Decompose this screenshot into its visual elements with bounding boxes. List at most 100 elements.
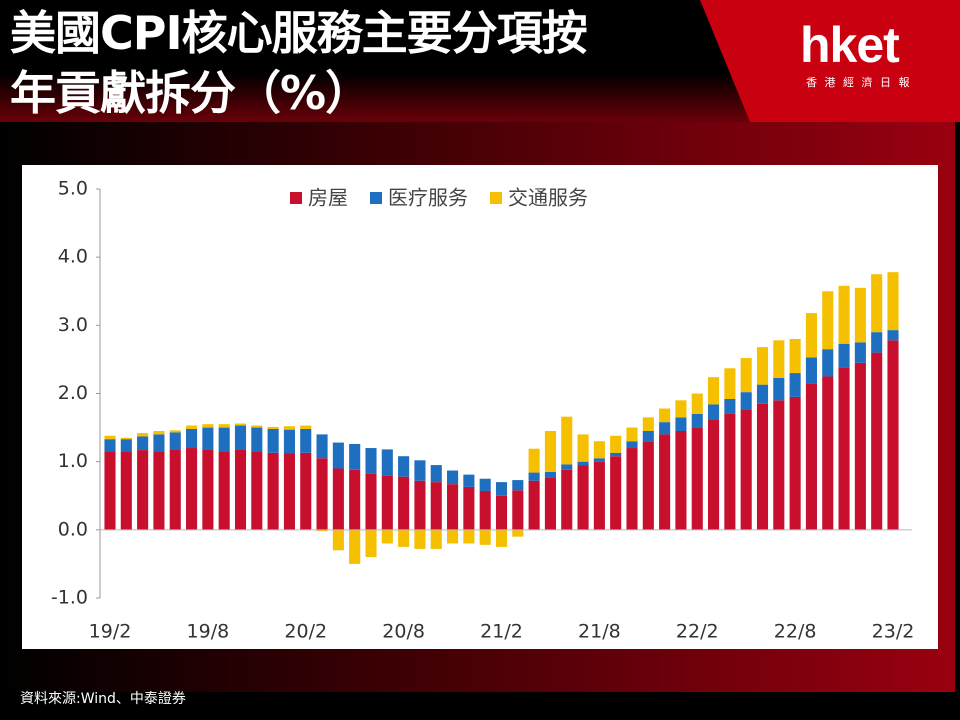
bar-segment [463, 486, 475, 530]
bar-segment [365, 529, 377, 558]
bar-segment [887, 272, 899, 331]
bar-segment [316, 434, 328, 459]
bar-segment [838, 285, 850, 344]
bar-segment [120, 439, 132, 452]
bar-segment [120, 437, 132, 440]
bar-segment [202, 449, 214, 530]
x-tick-label: 22/8 [774, 621, 817, 643]
bar-segment [251, 425, 263, 428]
x-tick-label: 19/8 [187, 621, 230, 643]
y-tick-label: 4.0 [58, 246, 88, 268]
legend-label: 医疗服务 [388, 186, 468, 210]
bar-segment [724, 368, 736, 399]
bar-segment [365, 473, 377, 530]
bar-segment [186, 425, 198, 429]
y-tick-label: 3.0 [58, 314, 88, 336]
bar-segment [626, 441, 638, 449]
bar-segment [740, 358, 752, 393]
bar-segment [169, 432, 181, 450]
bar-segment [626, 448, 638, 530]
bar-segment [544, 477, 556, 530]
bar-segment [561, 416, 573, 465]
bar-segment [365, 448, 377, 474]
bar-segment [479, 490, 491, 530]
bar-segment [251, 427, 263, 452]
bar-segment [202, 427, 214, 450]
bar-segment [659, 408, 671, 423]
x-tick-label: 20/2 [284, 621, 327, 643]
bar-segment [479, 478, 491, 491]
bar-segment [218, 427, 230, 452]
bar-segment [577, 434, 589, 462]
bar-segment [267, 452, 279, 530]
bar-segment [104, 435, 116, 440]
bar-segment [316, 458, 328, 530]
bar-segment [724, 398, 736, 414]
bar-segment [512, 480, 524, 491]
bar-segment [414, 480, 426, 530]
bar-segment [708, 404, 720, 420]
bar-segment [805, 383, 817, 530]
x-tick-label: 22/2 [676, 621, 719, 643]
bar-segment [626, 427, 638, 442]
title-line: 美國CPI核心服務主要分項按 [10, 6, 588, 60]
bar-segment [218, 424, 230, 428]
legend-label: 交通服务 [508, 186, 588, 210]
bar-segment [805, 357, 817, 384]
brand-logo: hket [800, 17, 900, 73]
x-tick-label: 23/2 [872, 621, 915, 643]
bar-segment [544, 471, 556, 478]
x-tick-label: 21/8 [578, 621, 621, 643]
legend-swatch [370, 192, 382, 204]
bar-segment [724, 413, 736, 530]
chart-background [22, 165, 938, 649]
bar-segment [822, 349, 834, 377]
y-tick-label: 5.0 [58, 178, 88, 200]
accent-shape [700, 0, 960, 122]
bar-segment [871, 332, 883, 353]
bar-segment [137, 436, 149, 451]
bar-segment [153, 430, 165, 435]
bar-segment [773, 377, 785, 401]
source: 資料來源:Wind、中泰證券 [20, 691, 186, 707]
title-line: 年貢獻拆分（%） [10, 66, 371, 120]
bar-segment [169, 449, 181, 530]
bar-segment [610, 435, 622, 453]
bar-segment [871, 274, 883, 333]
bar-segment [561, 469, 573, 530]
bar-segment [708, 419, 720, 530]
bar-segment [447, 484, 459, 530]
bar-segment [593, 458, 605, 462]
bar-segment [691, 427, 703, 530]
bar-segment [153, 434, 165, 452]
bar-segment [300, 425, 312, 429]
bar-segment [789, 373, 801, 397]
bar-segment [887, 340, 899, 530]
legend-label: 房屋 [308, 186, 348, 210]
bar-segment [267, 428, 279, 453]
bar-segment [854, 342, 866, 363]
bar-segment [593, 441, 605, 459]
bar-segment [495, 495, 508, 530]
bar-segment [675, 417, 687, 431]
bar-segment [887, 330, 899, 341]
legend-swatch [290, 192, 302, 204]
bar-segment [642, 417, 654, 431]
bar-segment [283, 429, 295, 454]
bar-segment [283, 426, 295, 430]
bar-segment [642, 430, 654, 442]
brand-name: 香 港 經 濟 日 報 [806, 76, 912, 89]
bar-segment [740, 409, 752, 530]
bar-segment [854, 287, 866, 343]
bar-segment [512, 529, 524, 537]
y-tick-label: 0.0 [58, 518, 88, 540]
x-tick-label: 19/2 [89, 621, 132, 643]
bar-segment [838, 367, 850, 530]
bar-segment [659, 422, 671, 435]
bar-segment [349, 469, 361, 530]
y-tick-label: 2.0 [58, 382, 88, 404]
bar-segment [267, 426, 279, 429]
bar-segment [153, 451, 165, 530]
bar-segment [854, 362, 866, 530]
